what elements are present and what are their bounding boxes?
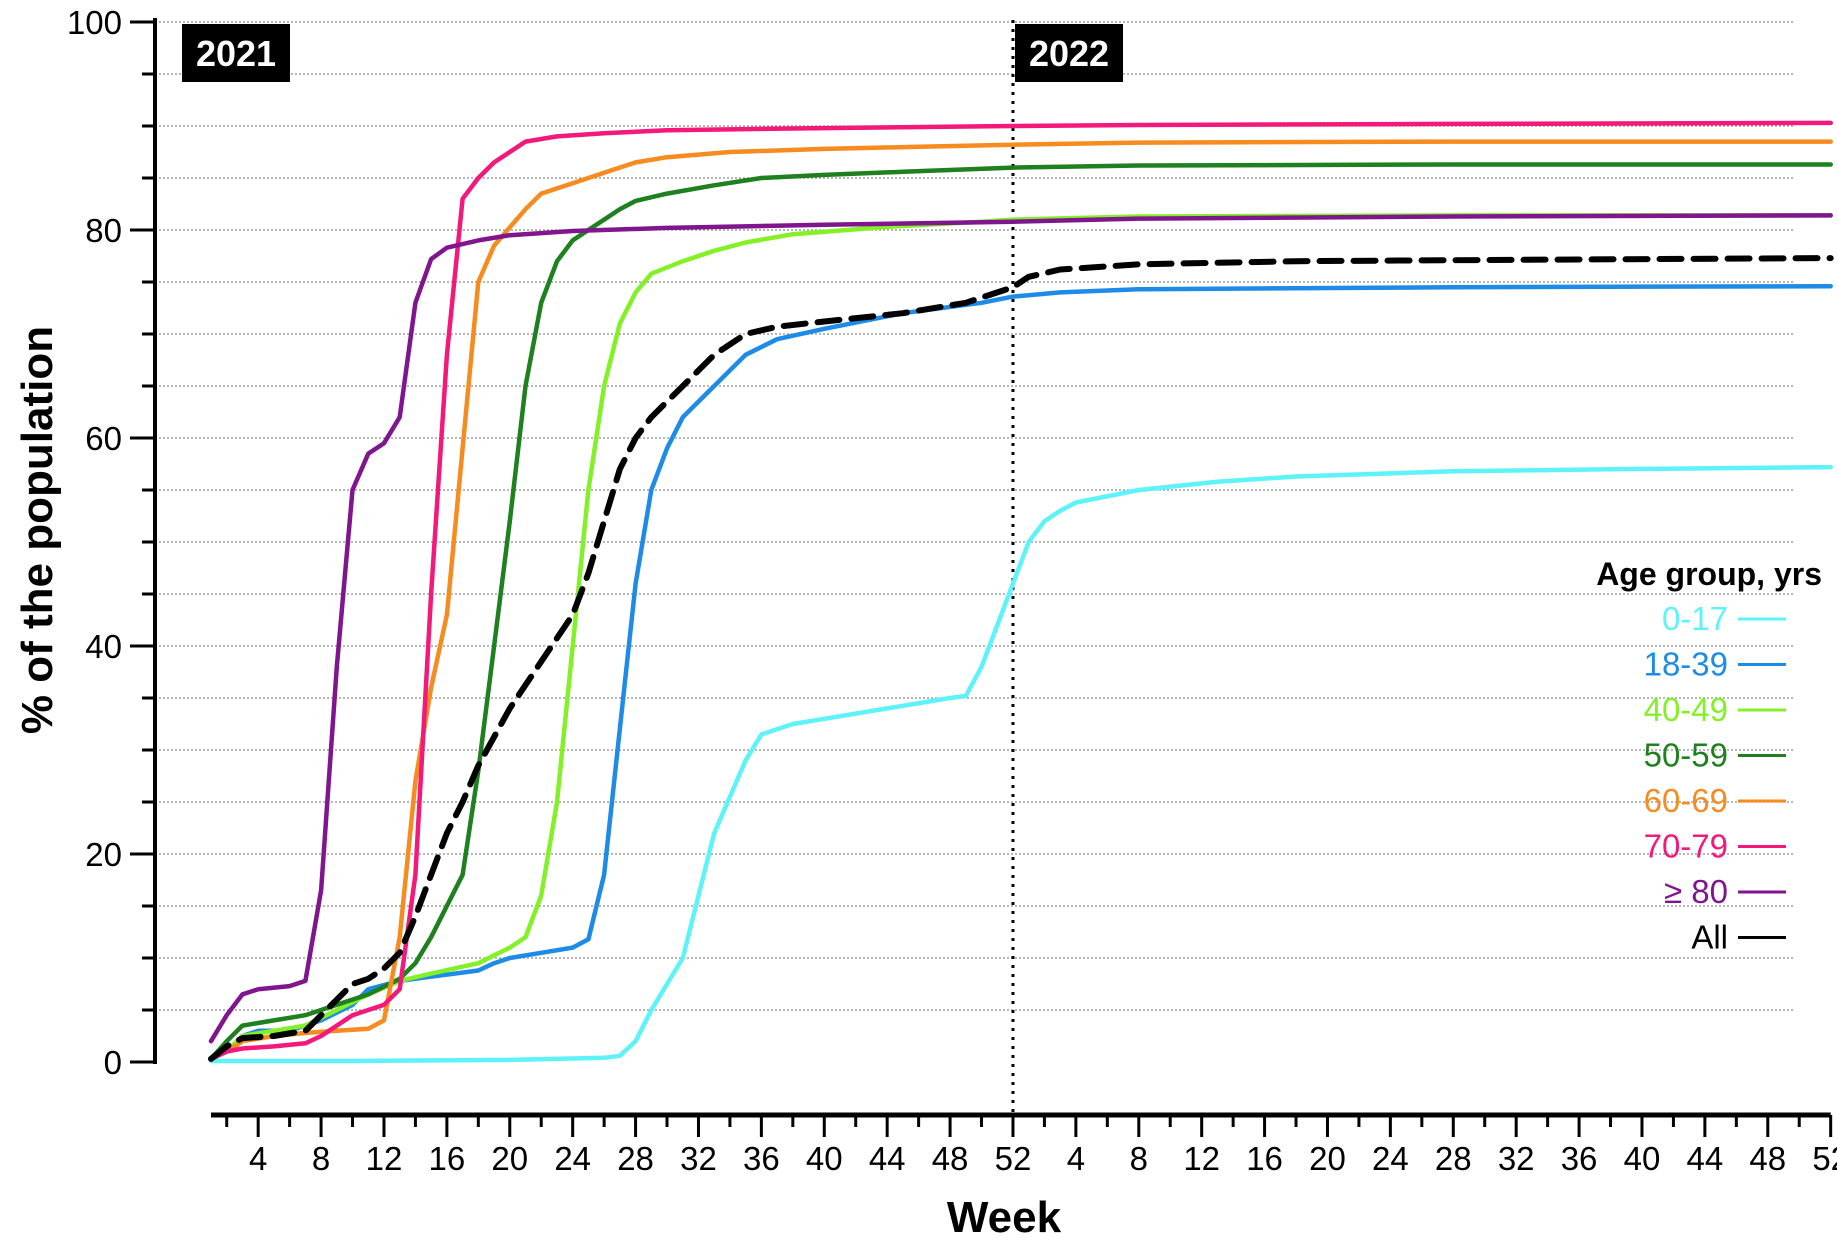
series-line-80 [208, 213, 1833, 1044]
legend-item-label: All [1691, 919, 1728, 956]
x-tick-label: 40 [1624, 1140, 1661, 1177]
gridlines [155, 21, 1794, 1011]
series-line-18-39 [208, 283, 1833, 1062]
x-tick-label: 24 [554, 1140, 591, 1177]
x-tick-label: 16 [1246, 1140, 1283, 1177]
x-tick-label: 16 [429, 1140, 466, 1177]
x-tick-label: 44 [869, 1140, 906, 1177]
y-tick-label: 40 [85, 628, 122, 665]
year-marker-label: 2021 [196, 33, 276, 74]
x-axis-title: Week [947, 1193, 1062, 1238]
x-tick-label: 4 [249, 1140, 267, 1177]
y-tick-label: 20 [85, 836, 122, 873]
y-axis-title: % of the population [13, 326, 62, 734]
x-tick-label: 32 [1498, 1140, 1535, 1177]
x-tick-label: 8 [1130, 1140, 1148, 1177]
legend-item-label: 60-69 [1644, 782, 1728, 819]
x-tick-label: 4 [1067, 1140, 1085, 1177]
legend-item-label: 70-79 [1644, 828, 1728, 865]
legend-item-label: 50-59 [1644, 737, 1728, 774]
x-tick-label: 44 [1687, 1140, 1724, 1177]
legend: Age group, yrs 0-17 18-39 40-49 50-59 60-69 7… [1596, 556, 1822, 956]
x-tick-label: 8 [312, 1140, 330, 1177]
x-tick-label: 20 [491, 1140, 528, 1177]
y-tick-label: 0 [104, 1044, 122, 1081]
x-tick-label: 32 [680, 1140, 717, 1177]
legend-title: Age group, yrs [1596, 556, 1822, 592]
series-line-40-49 [208, 213, 1833, 1062]
year-marker-label: 2022 [1029, 33, 1109, 74]
x-tick-label: 36 [1561, 1140, 1598, 1177]
x-tick-label: 28 [617, 1140, 654, 1177]
x-tick-label: 52 [1812, 1140, 1837, 1177]
series-line-0-17 [208, 464, 1833, 1064]
x-tick-label: 28 [1435, 1140, 1472, 1177]
x-tick-label: 24 [1372, 1140, 1409, 1177]
y-tick-label: 100 [67, 4, 122, 41]
legend-item-label: 18-39 [1644, 646, 1728, 683]
x-tick-label: 20 [1309, 1140, 1346, 1177]
x-tick-label: 36 [743, 1140, 780, 1177]
year-marker-2021: 2021 [182, 24, 290, 82]
year-marker-2022: 2022 [1015, 24, 1123, 82]
legend-item-label: ≥ 80 [1664, 873, 1728, 910]
x-tick-label: 48 [932, 1140, 969, 1177]
y-tick-label: 80 [85, 212, 122, 249]
series-line-70-79 [208, 120, 1833, 1062]
legend-item-label: 40-49 [1644, 691, 1728, 728]
y-tick-label: 60 [85, 420, 122, 457]
x-tick-label: 40 [806, 1140, 843, 1177]
series-line-all [208, 255, 1834, 1062]
legend-item-label: 0-17 [1662, 600, 1728, 637]
series-line-60-69 [208, 139, 1833, 1062]
x-tick-label: 52 [995, 1140, 1032, 1177]
series-lines [208, 120, 1834, 1064]
x-tick-label: 48 [1749, 1140, 1786, 1177]
x-tick-label: 12 [1183, 1140, 1220, 1177]
x-tick-label: 12 [366, 1140, 403, 1177]
